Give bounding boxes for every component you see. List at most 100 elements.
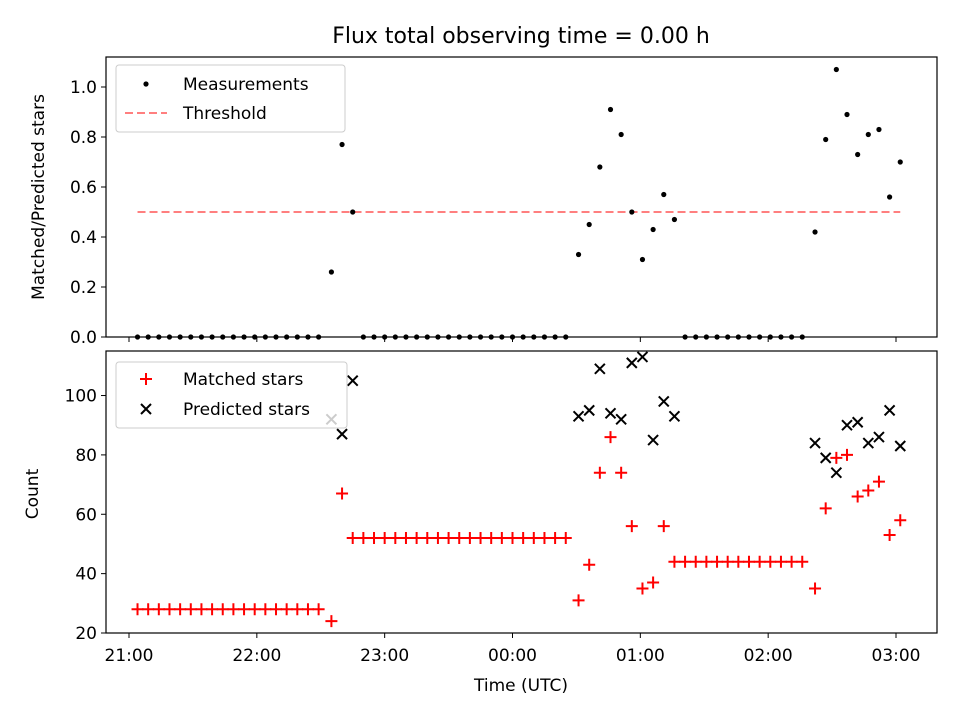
measurement-point xyxy=(639,256,646,263)
matched-star-point xyxy=(538,532,551,545)
matched-star-point xyxy=(368,532,381,545)
matched-star-point xyxy=(894,514,907,527)
predicted-star-point xyxy=(647,434,659,446)
measurement-point xyxy=(597,164,603,170)
measurement-point xyxy=(823,136,829,143)
matched-star-point xyxy=(840,448,853,461)
measurement-point xyxy=(897,159,903,165)
x-tick-label: 02:00 xyxy=(744,646,793,666)
matched-star-point xyxy=(325,615,338,628)
x-tick-label: 01:00 xyxy=(616,646,665,666)
matched-star-point xyxy=(615,466,628,479)
measurement-point xyxy=(661,191,667,198)
predicted-star-point xyxy=(862,437,875,449)
top-plot-frame xyxy=(105,56,938,338)
top-y-tick-label: 0.4 xyxy=(70,228,97,248)
matched-star-point xyxy=(453,532,466,545)
matched-star-point xyxy=(862,484,875,497)
legend-marker-predicted-stars xyxy=(140,403,152,415)
predicted-star-point xyxy=(668,410,681,423)
matched-star-point xyxy=(378,532,391,545)
matched-star-point xyxy=(872,475,885,488)
bottom-legend: Matched stars Predicted stars xyxy=(115,361,348,429)
measurement-point xyxy=(607,106,614,113)
top-legend-box xyxy=(115,64,346,133)
x-tick-label: 21:00 xyxy=(105,646,154,666)
predicted-star-point xyxy=(583,404,595,417)
matched-star-point xyxy=(721,555,734,568)
top-y-tick-label: 0.2 xyxy=(70,278,97,298)
matched-star-point xyxy=(593,466,606,479)
matched-star-point xyxy=(152,603,165,616)
predicted-star-point xyxy=(604,407,617,420)
x-tick-label: 03:00 xyxy=(872,646,921,666)
predicted-star-point xyxy=(572,410,585,423)
matched-star-point xyxy=(216,603,229,616)
matched-star-point xyxy=(227,603,240,616)
bottom-y-axis-label: Count xyxy=(23,468,43,519)
top-y-tick-label: 1.0 xyxy=(70,78,97,98)
bottom-panel: 21:00 22:00 23:00 00:00 01:00 02:00 03:00 20 40 6… xyxy=(65,350,938,666)
matched-star-point xyxy=(796,555,809,568)
matched-star-point xyxy=(527,532,540,545)
matched-star-point xyxy=(636,582,649,595)
top-y-tick-label: 0.8 xyxy=(70,128,97,148)
bottom-legend-box xyxy=(115,361,348,429)
matched-star-point xyxy=(389,532,402,545)
matched-star-point xyxy=(463,532,476,545)
measurement-point xyxy=(876,126,882,133)
predicted-star-point xyxy=(830,466,843,479)
matched-star-point xyxy=(830,451,843,464)
matched-star-point xyxy=(495,532,508,545)
measurement-point xyxy=(618,131,624,138)
matched-star-point xyxy=(174,603,187,616)
bottom-y-tick-label: 100 xyxy=(65,387,97,407)
matched-star-point xyxy=(248,603,261,616)
matched-star-point xyxy=(647,576,660,589)
predicted-star-point xyxy=(594,363,606,375)
matched-star-point xyxy=(410,532,423,545)
predicted-star-point xyxy=(336,428,348,440)
matched-star-point xyxy=(819,502,832,515)
measurement-point xyxy=(887,194,893,200)
legend-label-predicted-stars: Predicted stars xyxy=(183,400,310,420)
measurement-point xyxy=(833,66,839,73)
predicted-star-point xyxy=(841,419,853,431)
matched-star-point xyxy=(131,603,144,616)
matched-star-point xyxy=(668,555,681,568)
matched-star-point xyxy=(679,555,692,568)
predicted-star-point xyxy=(873,431,885,443)
matched-star-point xyxy=(312,603,325,616)
chart-title: Flux total observing time = 0.00 h xyxy=(332,24,710,49)
matched-star-point xyxy=(700,555,713,568)
predicted-star-point xyxy=(894,440,906,452)
predicted-star-point xyxy=(615,413,627,425)
matched-star-point xyxy=(291,603,304,616)
matched-star-point xyxy=(883,529,896,542)
matched-star-point xyxy=(195,603,208,616)
matched-star-point xyxy=(851,490,864,503)
legend-label-measurements: Measurements xyxy=(183,75,309,95)
matched-star-point xyxy=(206,603,219,616)
predicted-star-point xyxy=(658,395,670,408)
measurement-point xyxy=(650,226,656,233)
measurement-point xyxy=(865,131,871,138)
matched-star-point xyxy=(711,555,724,568)
measurement-point xyxy=(812,229,818,235)
measurement-point xyxy=(339,141,345,148)
matched-star-point xyxy=(280,603,293,616)
matched-star-point xyxy=(485,532,498,545)
matched-star-point xyxy=(301,603,314,616)
predicted-star-point xyxy=(883,404,896,417)
legend-marker-measurements xyxy=(143,81,149,87)
measurement-point xyxy=(671,216,678,223)
predicted-star-point xyxy=(626,357,638,369)
matched-star-point xyxy=(336,487,349,500)
predicted-star-point xyxy=(347,374,359,387)
matched-star-point xyxy=(184,603,197,616)
measurement-point xyxy=(629,209,635,215)
matched-star-point xyxy=(753,555,766,568)
measurement-point xyxy=(350,209,356,215)
